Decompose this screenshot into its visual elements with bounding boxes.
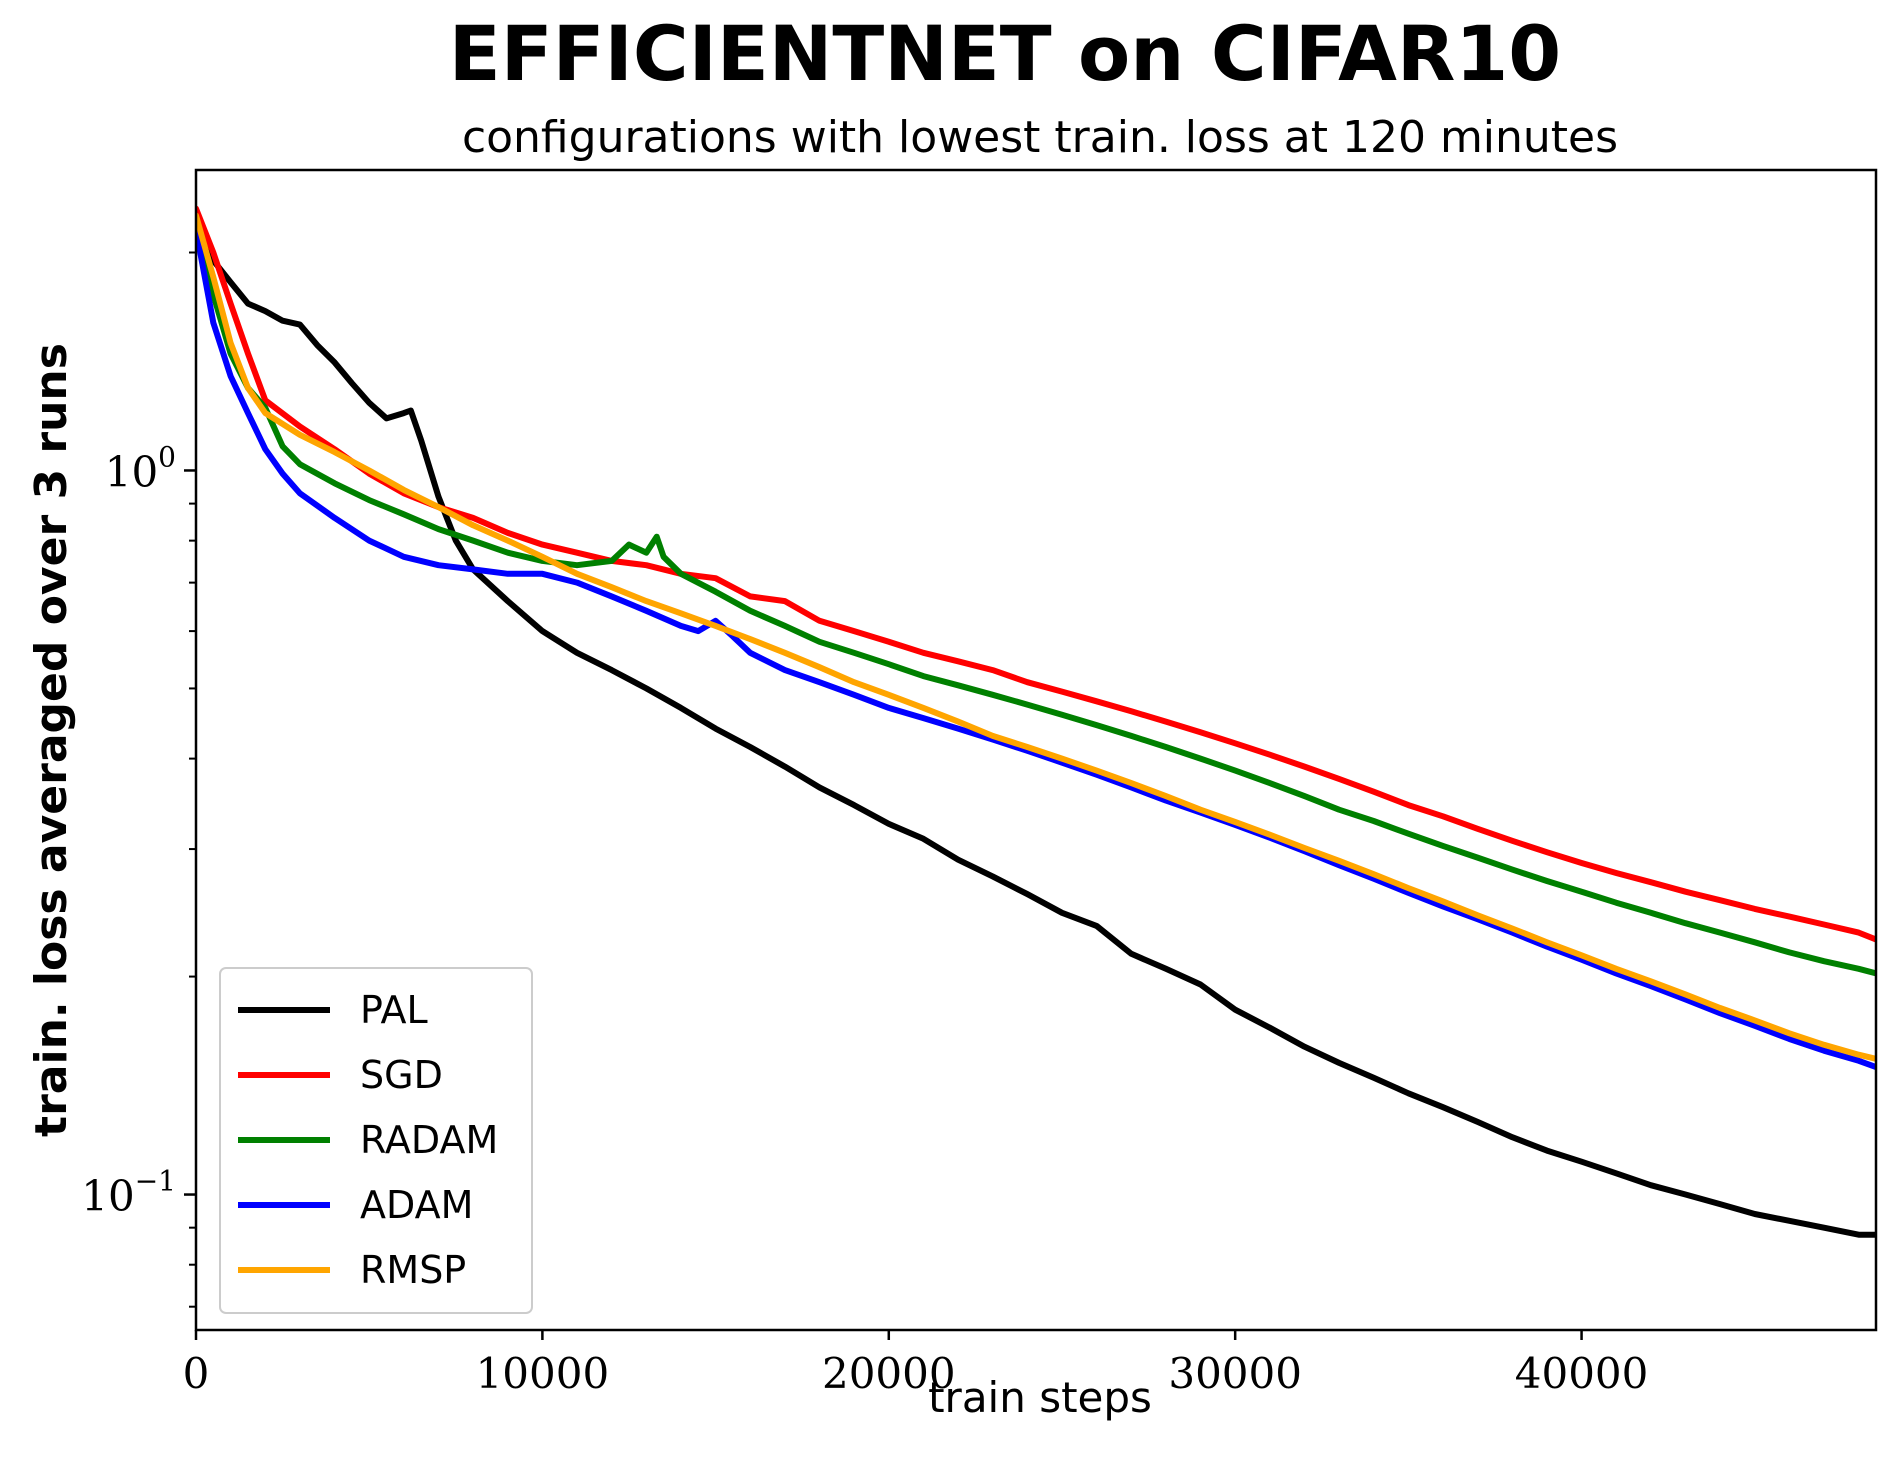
legend-label-pal: PAL <box>360 988 428 1032</box>
series-line-radam <box>196 219 1876 977</box>
x-axis-label: train steps <box>928 1373 1152 1422</box>
legend-label-rmsp: RMSP <box>360 1248 466 1292</box>
x-tick-label: 40000 <box>1515 1349 1649 1398</box>
series-layer <box>196 205 1876 1238</box>
y-tick-base: 10 <box>105 447 158 496</box>
plot-frame <box>194 168 1878 1332</box>
chart-title: EFFICIENTNET on CIFAR10 <box>449 9 1561 98</box>
y-tick-label: 100 <box>105 440 176 496</box>
chart-subtitle: configurations with lowest train. loss a… <box>462 112 1618 163</box>
series-line-pal <box>196 212 1876 1238</box>
series-line-sgd <box>196 205 1876 943</box>
y-tick-exponent: 0 <box>158 440 176 473</box>
x-tick-label: 30000 <box>1168 1349 1302 1398</box>
x-tick-label: 20000 <box>822 1349 956 1398</box>
legend-label-radam: RADAM <box>360 1118 498 1162</box>
x-tick-label: 10000 <box>476 1349 610 1398</box>
y-tick-exponent: −1 <box>135 1165 176 1198</box>
legend-box <box>219 967 533 1314</box>
legend-label-sgd: SGD <box>360 1053 443 1097</box>
series-line-adam <box>196 226 1876 1070</box>
series-line-rmsp <box>196 212 1876 1062</box>
y-tick-label: 10−1 <box>81 1165 176 1221</box>
y-axis-label: train. loss averaged over 3 runs <box>26 343 77 1137</box>
x-tick-label: 0 <box>183 1349 210 1398</box>
legend: PAL SGD RADAM ADAM RMSP <box>219 967 533 1314</box>
legend-label-adam: ADAM <box>360 1183 473 1227</box>
y-tick-base: 10 <box>81 1172 134 1221</box>
